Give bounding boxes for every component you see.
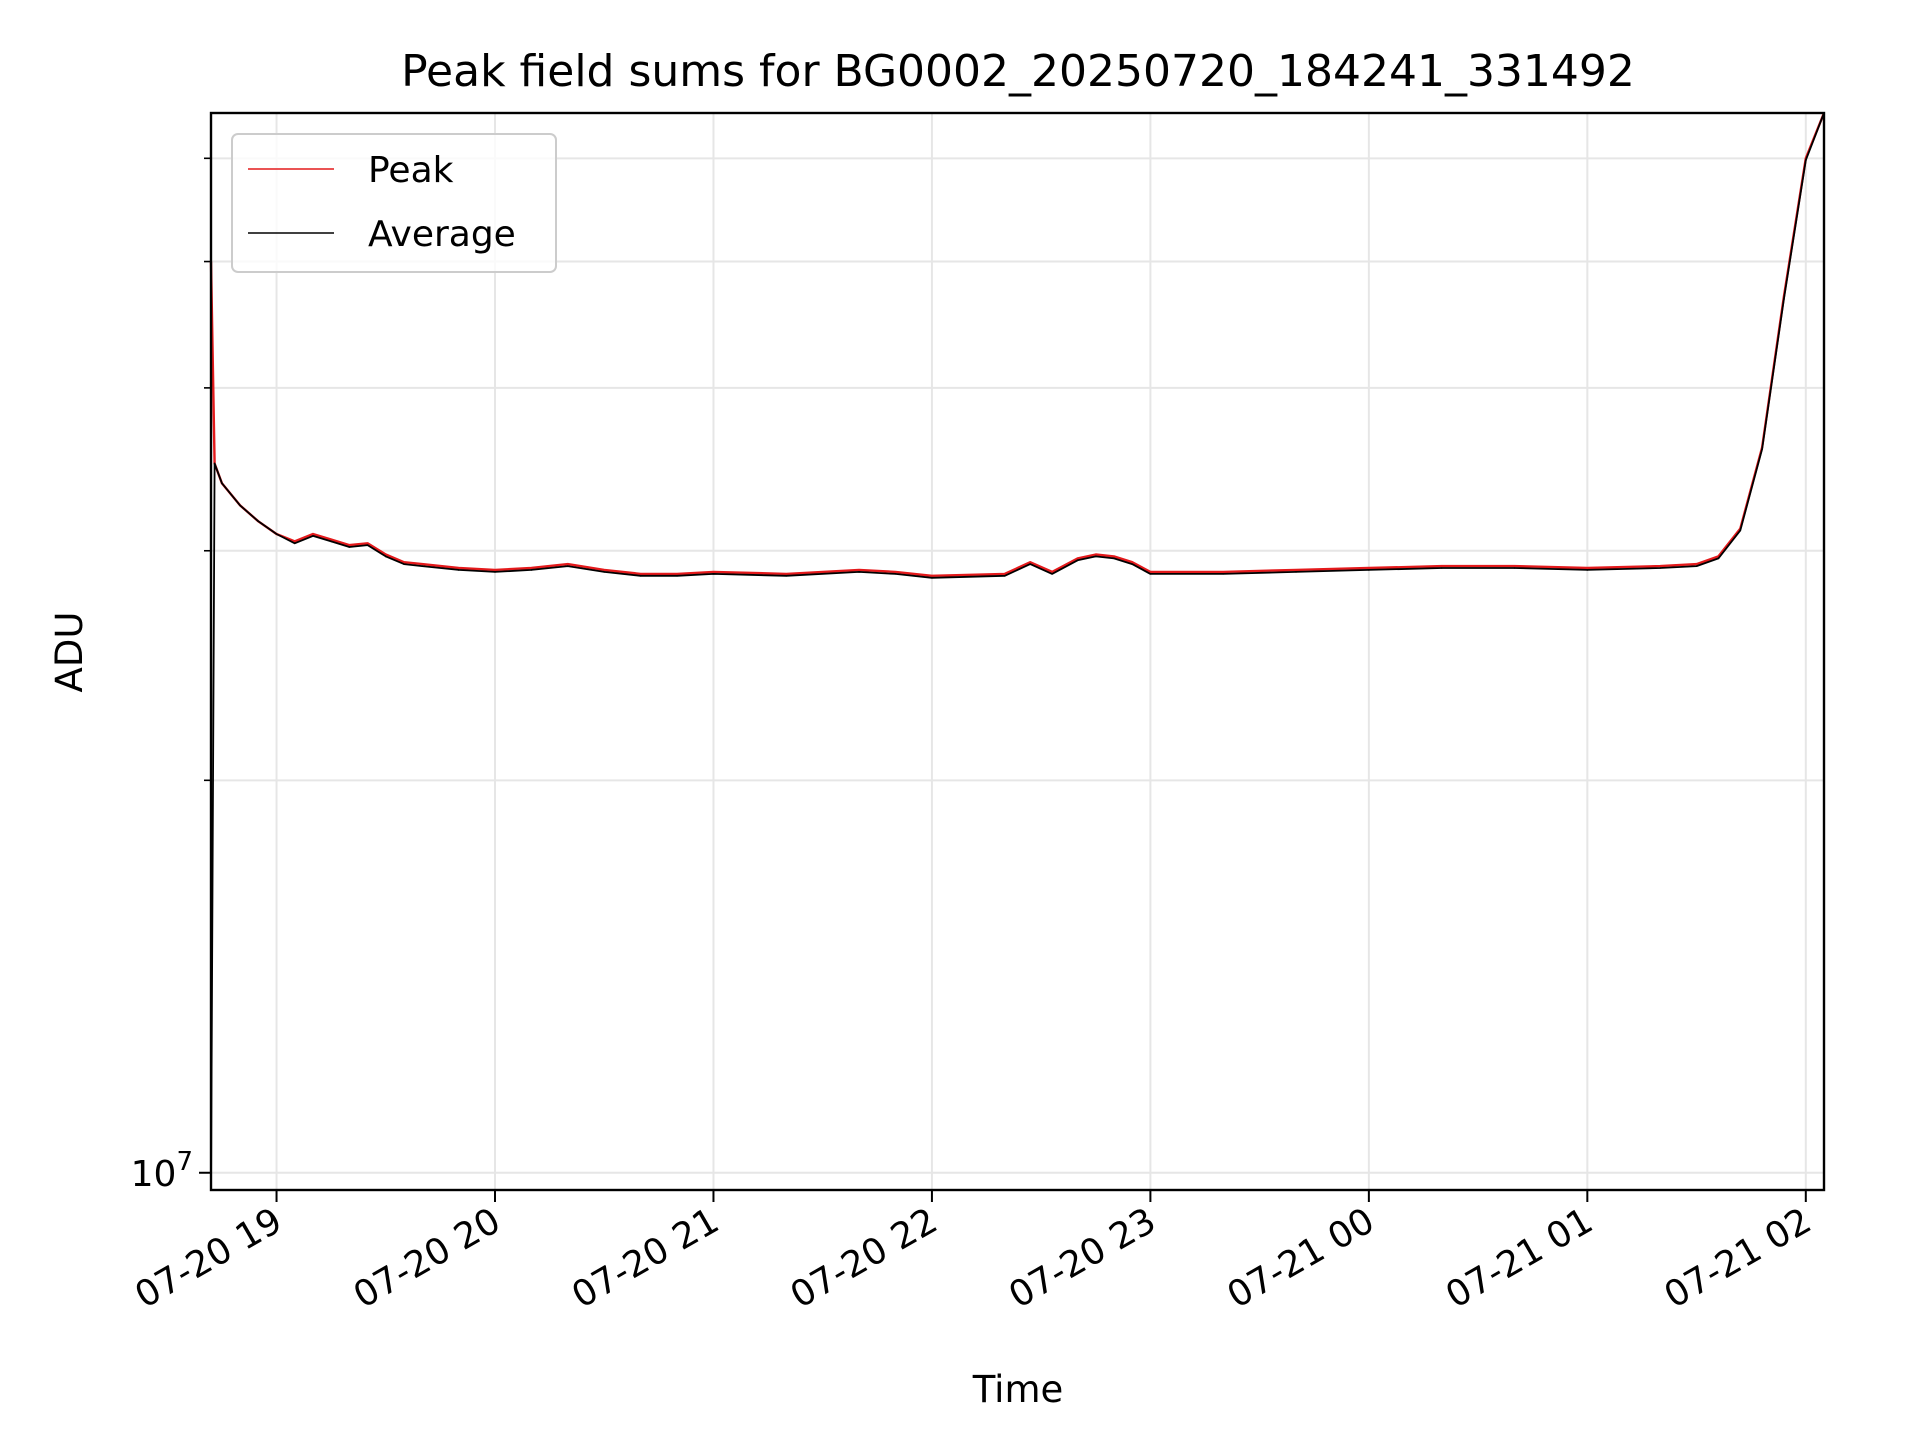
series-point (1222, 573, 1225, 575)
series-point (221, 482, 223, 485)
series-point (894, 573, 897, 575)
series-point (421, 565, 423, 567)
series-point (712, 571, 715, 573)
series-point (1149, 571, 1152, 573)
series-point (858, 571, 860, 573)
series-point (931, 575, 933, 577)
grid-lines (211, 113, 1824, 1190)
series-point (1076, 559, 1079, 562)
series-point (1717, 557, 1720, 560)
series-point (1804, 159, 1807, 162)
series-point (639, 575, 642, 577)
chart-title: Peak field sums for BG0002_20250720_1842… (401, 46, 1635, 97)
series-point (530, 567, 533, 569)
series-point (603, 571, 606, 573)
series-point (1295, 571, 1297, 573)
series-line-average (210, 112, 1825, 1191)
series-point (567, 563, 569, 565)
series-point (1586, 569, 1589, 571)
series-point (1003, 573, 1006, 575)
series-point (384, 553, 387, 556)
series-point (1149, 573, 1152, 575)
series-point (530, 569, 533, 571)
series-point (239, 504, 241, 507)
series-point (639, 573, 642, 575)
series-point (366, 544, 369, 546)
series-point (1295, 569, 1297, 571)
series-point (1051, 573, 1053, 575)
y-axis-ticks: 107 (131, 157, 211, 1195)
series-point (1586, 567, 1589, 569)
series-point (1113, 555, 1115, 558)
series-point (421, 563, 423, 565)
series-point (676, 575, 678, 577)
series-point (1659, 567, 1661, 569)
series-point (1783, 298, 1785, 300)
series-line-peak (209, 112, 1826, 577)
series-point (348, 546, 351, 548)
series-point (1003, 575, 1006, 577)
plot-frame (209, 111, 1826, 1192)
series-point (1761, 448, 1763, 450)
series-point (494, 569, 496, 571)
series-point (1513, 565, 1516, 567)
legend: Peak Average (231, 133, 557, 273)
series-point (457, 569, 460, 571)
series-point (894, 571, 897, 573)
series-point (1659, 565, 1661, 567)
series-point (1131, 561, 1133, 563)
series-point (712, 573, 715, 575)
series-point (603, 569, 606, 571)
series-point (1368, 567, 1370, 569)
series-point (1113, 557, 1115, 560)
series-point (312, 533, 314, 535)
y-axis-label: ADU (48, 612, 91, 693)
series-point (293, 542, 296, 545)
series-point (312, 535, 314, 537)
series-point (257, 520, 260, 523)
series-point (1131, 563, 1133, 565)
series-point (1440, 567, 1443, 569)
y-tick-label-base: 10 (131, 1154, 177, 1195)
legend-average-label: Average (368, 214, 516, 255)
series-point (366, 542, 369, 545)
series-point (1695, 563, 1698, 565)
series-point (1695, 565, 1698, 567)
series-point (494, 571, 496, 573)
series-point (403, 561, 405, 563)
series-point (1076, 557, 1079, 560)
series-point (1513, 567, 1516, 569)
series-point (1029, 561, 1032, 563)
series-point (403, 563, 405, 565)
y-tick-label-exponent: 7 (176, 1147, 193, 1177)
series-point (348, 544, 351, 546)
series-point (457, 567, 460, 569)
x-axis-label: Time (972, 1368, 1064, 1411)
series-point (384, 555, 387, 558)
series-point (1222, 571, 1225, 573)
series-point (1094, 555, 1097, 558)
series-point (1368, 569, 1370, 571)
series-point (1739, 529, 1742, 532)
series-point (931, 577, 933, 579)
series-point (858, 569, 860, 571)
series-point (275, 533, 278, 535)
series-point (785, 575, 788, 577)
series-point (213, 462, 216, 465)
series-point (1440, 565, 1443, 567)
series-point (1029, 563, 1032, 565)
series-point (1051, 571, 1053, 573)
series-point (567, 565, 569, 567)
series-point (785, 573, 788, 575)
legend-peak-label: Peak (368, 150, 454, 191)
series-point (293, 540, 296, 543)
y-tick-label: 107 (131, 1147, 193, 1195)
series-point (330, 540, 332, 543)
series-point (1094, 553, 1097, 556)
series-point (676, 573, 678, 575)
series-point (330, 538, 332, 541)
